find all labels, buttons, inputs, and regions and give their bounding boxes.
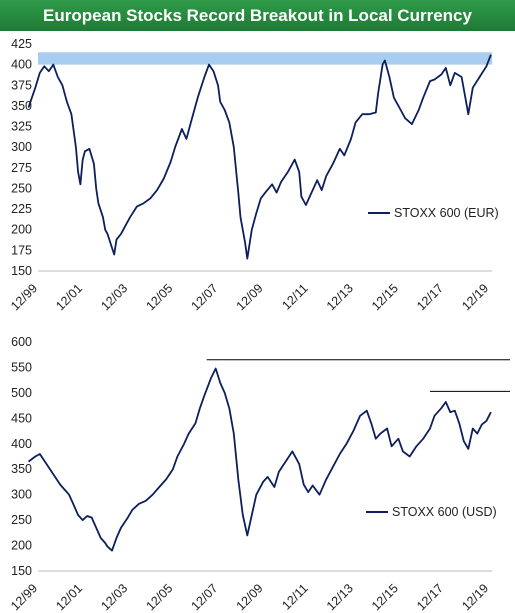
x-tick-label: 12/19 <box>459 581 491 613</box>
chart-stoxx-usd: 150 200 250 300 350 400 450 500 550 600 12/99 12/01… <box>8 335 510 613</box>
x-tick-label: 12/11 <box>279 581 310 612</box>
y-tick-label: 200 <box>11 223 32 237</box>
x-tick-label: 12/05 <box>143 581 175 613</box>
legend-label: STOXX 600 (USD) <box>392 505 497 519</box>
x-tick-label: 12/01 <box>53 581 85 613</box>
y-tick-label: 500 <box>11 386 32 400</box>
chart-stoxx-eur: 150 175 200 225 250 275 300 325 350 375 400 425 12/9… <box>8 37 499 313</box>
x-tick-label: 12/03 <box>98 581 130 613</box>
y-tick-label: 275 <box>11 161 32 175</box>
x-tick-label: 12/03 <box>98 281 130 313</box>
y-tick-label: 450 <box>11 411 32 425</box>
x-tick-label: 12/05 <box>143 281 175 313</box>
legend-label: STOXX 600 (EUR) <box>394 206 499 220</box>
y-tick-label: 300 <box>11 488 32 502</box>
y-tick-label: 400 <box>11 437 32 451</box>
x-tick-label: 12/07 <box>189 281 221 313</box>
x-tick-label: 12/07 <box>189 581 221 613</box>
y-tick-label: 200 <box>11 539 32 553</box>
y-tick-label: 600 <box>11 335 32 349</box>
x-tick-label: 12/09 <box>234 281 266 313</box>
y-tick-label: 375 <box>11 78 32 92</box>
x-tick-label: 12/17 <box>414 281 446 313</box>
y-tick-label: 425 <box>11 37 32 51</box>
y-tick-label: 250 <box>11 513 32 527</box>
highlight-band <box>38 52 492 65</box>
y-tick-label: 175 <box>11 243 32 257</box>
chart-title: European Stocks Record Breakout in Local… <box>43 5 472 25</box>
y-tick-label: 325 <box>11 120 32 134</box>
series-line <box>27 367 492 552</box>
y-tick-label: 250 <box>11 181 32 195</box>
x-tick-label: 12/13 <box>324 281 356 313</box>
y-tick-label: 350 <box>11 99 32 113</box>
x-tick-label: 12/13 <box>324 581 356 613</box>
y-tick-label: 350 <box>11 462 32 476</box>
x-tick-label: 12/15 <box>369 581 401 613</box>
chart-title-bar: European Stocks Record Breakout in Local… <box>0 0 515 31</box>
x-tick-label: 12/17 <box>414 581 446 613</box>
x-tick-label: 12/09 <box>234 581 266 613</box>
y-tick-label: 150 <box>11 264 32 278</box>
series-line <box>27 54 492 260</box>
x-tick-label: 12/99 <box>8 581 40 613</box>
y-tick-label: 300 <box>11 140 32 154</box>
x-tick-label: 12/11 <box>279 281 310 312</box>
x-tick-label: 12/15 <box>369 281 401 313</box>
x-tick-label: 12/19 <box>459 281 491 313</box>
x-tick-label: 12/01 <box>53 281 85 313</box>
y-tick-label: 400 <box>11 58 32 72</box>
y-tick-label: 550 <box>11 360 32 374</box>
x-tick-label: 12/99 <box>8 281 40 313</box>
y-tick-label: 150 <box>11 564 32 578</box>
y-tick-label: 225 <box>11 202 32 216</box>
